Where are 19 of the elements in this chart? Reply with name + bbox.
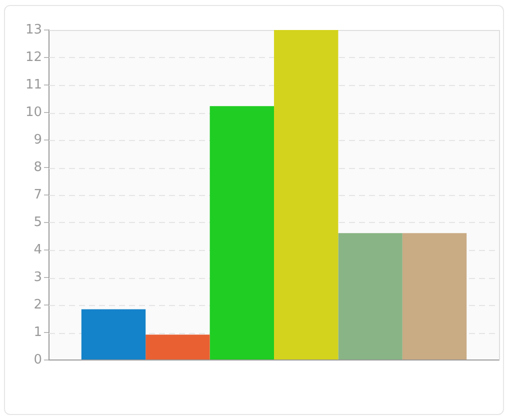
y-tick-label: 1 bbox=[34, 324, 42, 340]
bar bbox=[338, 233, 402, 360]
y-tick-label: 13 bbox=[25, 22, 42, 38]
bar bbox=[402, 233, 467, 360]
bar bbox=[81, 309, 146, 360]
y-tick-label: 4 bbox=[34, 242, 42, 258]
y-tick-label: 7 bbox=[34, 187, 42, 202]
bar bbox=[146, 334, 210, 360]
y-tick-label: 12 bbox=[25, 50, 42, 65]
y-tick-label: 9 bbox=[34, 132, 42, 148]
y-tick-label: 0 bbox=[34, 352, 42, 368]
y-tick-label: 10 bbox=[25, 104, 42, 120]
y-tick-label: 8 bbox=[34, 160, 42, 175]
y-tick-label: 11 bbox=[25, 77, 42, 92]
y-tick-label: 2 bbox=[34, 297, 42, 312]
y-tick-label: 5 bbox=[34, 214, 42, 230]
bar bbox=[274, 30, 338, 360]
bar bbox=[210, 106, 274, 360]
y-tick-label: 3 bbox=[34, 270, 42, 285]
